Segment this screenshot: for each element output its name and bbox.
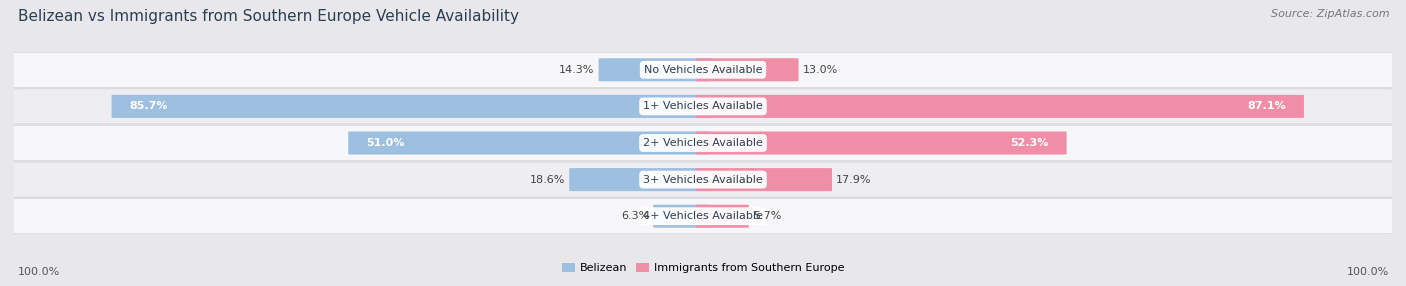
Text: 1+ Vehicles Available: 1+ Vehicles Available	[643, 102, 763, 111]
Legend: Belizean, Immigrants from Southern Europe: Belizean, Immigrants from Southern Europ…	[557, 258, 849, 278]
FancyBboxPatch shape	[599, 58, 710, 81]
Text: 6.3%: 6.3%	[621, 211, 650, 221]
FancyBboxPatch shape	[696, 95, 1303, 118]
Text: 13.0%: 13.0%	[803, 65, 838, 75]
Text: 5.7%: 5.7%	[752, 211, 782, 221]
FancyBboxPatch shape	[7, 89, 1399, 124]
Text: 100.0%: 100.0%	[1347, 267, 1389, 277]
FancyBboxPatch shape	[349, 132, 710, 154]
Text: Source: ZipAtlas.com: Source: ZipAtlas.com	[1271, 9, 1389, 19]
Text: 2+ Vehicles Available: 2+ Vehicles Available	[643, 138, 763, 148]
FancyBboxPatch shape	[696, 205, 749, 228]
Text: 85.7%: 85.7%	[129, 102, 167, 111]
FancyBboxPatch shape	[7, 52, 1399, 87]
Text: 3+ Vehicles Available: 3+ Vehicles Available	[643, 175, 763, 184]
Text: 18.6%: 18.6%	[530, 175, 565, 184]
Text: 51.0%: 51.0%	[366, 138, 405, 148]
FancyBboxPatch shape	[569, 168, 710, 191]
Text: 100.0%: 100.0%	[18, 267, 60, 277]
Text: 17.9%: 17.9%	[837, 175, 872, 184]
FancyBboxPatch shape	[7, 162, 1399, 197]
Text: 52.3%: 52.3%	[1011, 138, 1049, 148]
FancyBboxPatch shape	[654, 205, 710, 228]
FancyBboxPatch shape	[696, 132, 1067, 154]
Text: 14.3%: 14.3%	[560, 65, 595, 75]
FancyBboxPatch shape	[111, 95, 710, 118]
FancyBboxPatch shape	[696, 58, 799, 81]
Text: Belizean vs Immigrants from Southern Europe Vehicle Availability: Belizean vs Immigrants from Southern Eur…	[18, 9, 519, 23]
FancyBboxPatch shape	[7, 126, 1399, 160]
FancyBboxPatch shape	[7, 199, 1399, 234]
Text: No Vehicles Available: No Vehicles Available	[644, 65, 762, 75]
FancyBboxPatch shape	[696, 168, 832, 191]
Text: 87.1%: 87.1%	[1247, 102, 1286, 111]
Text: 4+ Vehicles Available: 4+ Vehicles Available	[643, 211, 763, 221]
